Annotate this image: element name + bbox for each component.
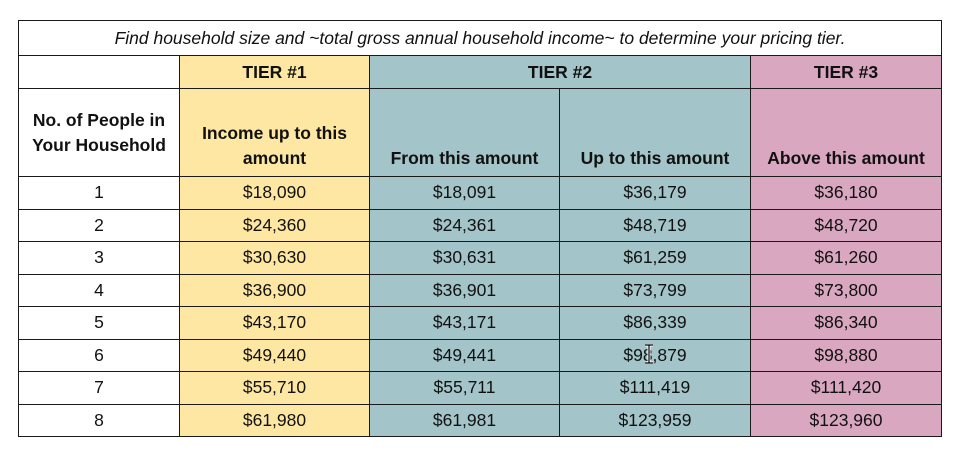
tier-2-from-cell: $36,901 bbox=[369, 273, 560, 307]
tier-3-cell: $111,420 bbox=[749, 371, 943, 405]
tier-1-cell: $43,170 bbox=[179, 306, 370, 340]
people-cell: 4 bbox=[18, 273, 180, 307]
tier-2-from-cell: $49,441 bbox=[369, 338, 560, 372]
people-cell: 2 bbox=[18, 208, 180, 242]
table-row: 3 $30,630 $30,631 $61,259 $61,260 bbox=[18, 241, 943, 275]
tier-3-cell: $123,960 bbox=[749, 403, 943, 437]
people-cell: 8 bbox=[18, 403, 180, 437]
tier-2-upto-cell: $73,799 bbox=[559, 273, 751, 307]
people-cell: 3 bbox=[18, 241, 180, 275]
tier-header-blank bbox=[18, 55, 180, 89]
tier-2-from-header: From this amount bbox=[369, 88, 560, 177]
table-row: 5 $43,170 $43,171 $86,339 $86,340 bbox=[18, 306, 943, 340]
tier-3-header: TIER #3 bbox=[749, 55, 943, 89]
table-caption: Find household size and ~total gross ann… bbox=[17, 20, 943, 56]
tier-3-cell: $36,180 bbox=[749, 176, 943, 210]
people-cell: 1 bbox=[18, 176, 180, 210]
pricing-tier-table: Find household size and ~total gross ann… bbox=[17, 20, 943, 437]
people-cell: 7 bbox=[18, 371, 180, 405]
tier-2-upto-cell: $98,879 bbox=[559, 338, 751, 372]
table-row: 1 $18,090 $18,091 $36,179 $36,180 bbox=[18, 176, 943, 210]
people-column-header: No. of People in Your Household bbox=[18, 88, 180, 177]
tier-1-cell: $61,980 bbox=[179, 403, 370, 437]
tier-2-from-cell: $55,711 bbox=[369, 371, 560, 405]
tier-1-income-header: Income up to this amount bbox=[179, 88, 370, 177]
tier-1-header: TIER #1 bbox=[179, 55, 370, 89]
tier-3-cell: $98,880 bbox=[749, 338, 943, 372]
table-row: 7 $55,710 $55,711 $111,419 $111,420 bbox=[18, 371, 943, 405]
tier-1-cell: $30,630 bbox=[179, 241, 370, 275]
tier-2-upto-header: Up to this amount bbox=[559, 88, 751, 177]
tier-2-upto-cell: $123,959 bbox=[559, 403, 751, 437]
tier-2-from-cell: $30,631 bbox=[369, 241, 560, 275]
tier-1-cell: $18,090 bbox=[179, 176, 370, 210]
tier-2-upto-cell: $36,179 bbox=[559, 176, 751, 210]
table-row: 2 $24,360 $24,361 $48,719 $48,720 bbox=[18, 208, 943, 242]
tier-1-cell: $55,710 bbox=[179, 371, 370, 405]
tier-2-upto-cell: $86,339 bbox=[559, 306, 751, 340]
tier-3-cell: $48,720 bbox=[749, 208, 943, 242]
tier-2-from-cell: $18,091 bbox=[369, 176, 560, 210]
people-cell: 5 bbox=[18, 306, 180, 340]
tier-2-header: TIER #2 bbox=[369, 55, 751, 89]
tier-2-from-cell: $24,361 bbox=[369, 208, 560, 242]
tier-2-upto-cell: $111,419 bbox=[559, 371, 751, 405]
tier-2-from-cell: $61,981 bbox=[369, 403, 560, 437]
table-row: 8 $61,980 $61,981 $123,959 $123,960 bbox=[18, 403, 943, 437]
tier-2-upto-cell: $48,719 bbox=[559, 208, 751, 242]
tier-2-upto-cell: $61,259 bbox=[559, 241, 751, 275]
tier-3-cell: $86,340 bbox=[749, 306, 943, 340]
tier-1-cell: $49,440 bbox=[179, 338, 370, 372]
table-row: 4 $36,900 $36,901 $73,799 $73,800 bbox=[18, 273, 943, 307]
tier-3-above-header: Above this amount bbox=[749, 88, 943, 177]
tier-2-from-cell: $43,171 bbox=[369, 306, 560, 340]
people-cell: 6 bbox=[18, 338, 180, 372]
tier-3-cell: $61,260 bbox=[749, 241, 943, 275]
table-row: 6 $49,440 $49,441 $98,879 $98,880 bbox=[18, 338, 943, 372]
tier-3-cell: $73,800 bbox=[749, 273, 943, 307]
tier-1-cell: $24,360 bbox=[179, 208, 370, 242]
tier-1-cell: $36,900 bbox=[179, 273, 370, 307]
